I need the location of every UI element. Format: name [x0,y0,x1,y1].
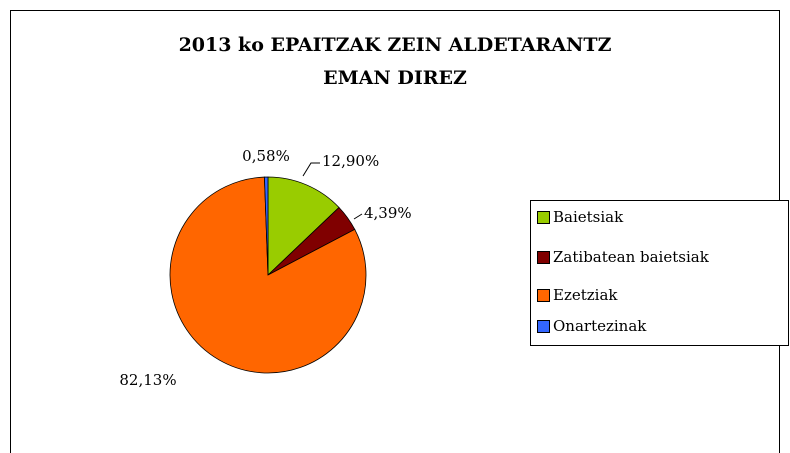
data-label: 82,13% [119,371,176,389]
legend-label: Ezetziak [553,286,618,304]
pie-slice [264,176,269,276]
chart-title: 2013 ko EPAITZAK ZEIN ALDETARANTZ [179,34,612,56]
legend-label: Zatibatean baietsiak [553,248,710,266]
legend-swatch [537,251,550,264]
data-label: 12,90% [322,152,379,170]
chart-title: EMAN DIREZ [323,67,467,89]
leader-line [302,162,320,177]
data-label: 4,39% [364,204,412,222]
legend-swatch [537,289,550,302]
legend-label: Baietsiak [553,208,624,226]
pie-slice [267,176,340,276]
legend-label: Onartezinak [553,317,647,335]
legend-swatch [537,211,550,224]
data-label: 0,58% [242,147,290,165]
legend-swatch [537,320,550,333]
leader-line [353,213,363,220]
pie-slice [169,176,367,374]
legend-box [530,200,789,346]
